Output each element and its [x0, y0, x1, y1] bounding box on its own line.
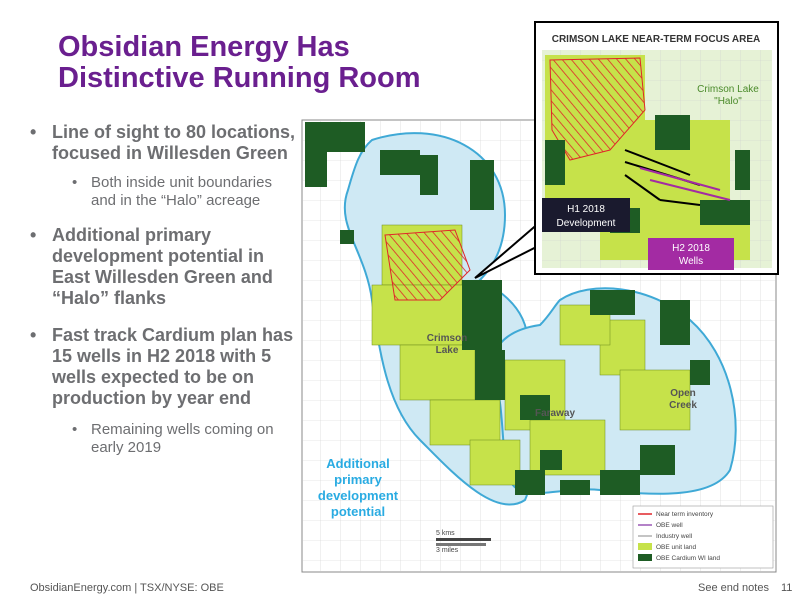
- legend-industry-well: Industry well: [656, 533, 693, 540]
- map-label-open-creek-2: Creek: [669, 400, 697, 411]
- sub-bullet-1: Both inside unit boundaries and in the “…: [30, 174, 300, 209]
- inset-map: CRIMSON LAKE NEAR-TERM FOCUS AREA Crimso…: [534, 21, 779, 275]
- scale-kms: 5 kms: [436, 530, 455, 537]
- scale-miles: 3 miles: [436, 547, 459, 554]
- h1-box: [542, 198, 630, 232]
- additional-potential-3: development: [318, 488, 399, 503]
- inset-halo-1: Crimson Lake: [697, 84, 759, 95]
- map-label-faraway: Faraway: [535, 408, 575, 419]
- map-label-open-creek: Open: [670, 388, 696, 399]
- legend-wi-land: OBE Cardium WI land: [656, 555, 720, 562]
- h1-label-1: H1 2018: [567, 204, 605, 215]
- scale-bar-miles: [436, 543, 486, 546]
- legend-obe-well: OBE well: [656, 522, 683, 529]
- bullet-3: Fast track Cardium plan has 15 wells in …: [30, 325, 300, 409]
- bullet-2: Additional primary development potential…: [30, 225, 300, 309]
- page-title: Obsidian Energy Has Distinctive Running …: [58, 32, 478, 94]
- map-legend: Near term inventory OBE well Industry we…: [632, 505, 774, 569]
- legend-unit-land: OBE unit land: [656, 544, 696, 551]
- bullet-1: Line of sight to 80 locations, focused i…: [30, 122, 300, 164]
- title-line-1: Obsidian Energy Has: [58, 31, 350, 63]
- h2-label-1: H2 2018: [672, 243, 710, 254]
- inventory-hatch: [384, 229, 471, 301]
- bullet-list: Line of sight to 80 locations, focused i…: [30, 122, 300, 472]
- h1-label-2: Development: [557, 218, 616, 229]
- inset-halo-2: "Halo": [714, 96, 742, 107]
- additional-potential-1: Additional: [326, 456, 390, 471]
- page-number: 11: [781, 582, 793, 594]
- additional-potential-4: potential: [331, 504, 385, 519]
- h2-label-2: Wells: [679, 256, 703, 267]
- h2-box: [648, 238, 734, 270]
- legend-inventory: Near term inventory: [656, 511, 714, 518]
- sub-bullet-3: Remaining wells coming on early 2019: [30, 421, 300, 456]
- footer-text: ObsidianEnergy.com | TSX/NYSE: OBE: [30, 582, 224, 594]
- inset-title: CRIMSON LAKE NEAR-TERM FOCUS AREA: [552, 34, 761, 45]
- map-label-crimson-lake-2: Lake: [436, 345, 459, 356]
- additional-potential-2: primary: [334, 472, 382, 487]
- map-label-crimson-lake: Crimson: [427, 333, 468, 344]
- title-line-2: Distinctive Running Room: [58, 62, 421, 94]
- end-notes: See end notes: [698, 582, 769, 594]
- scale-bar-kms: [436, 538, 491, 541]
